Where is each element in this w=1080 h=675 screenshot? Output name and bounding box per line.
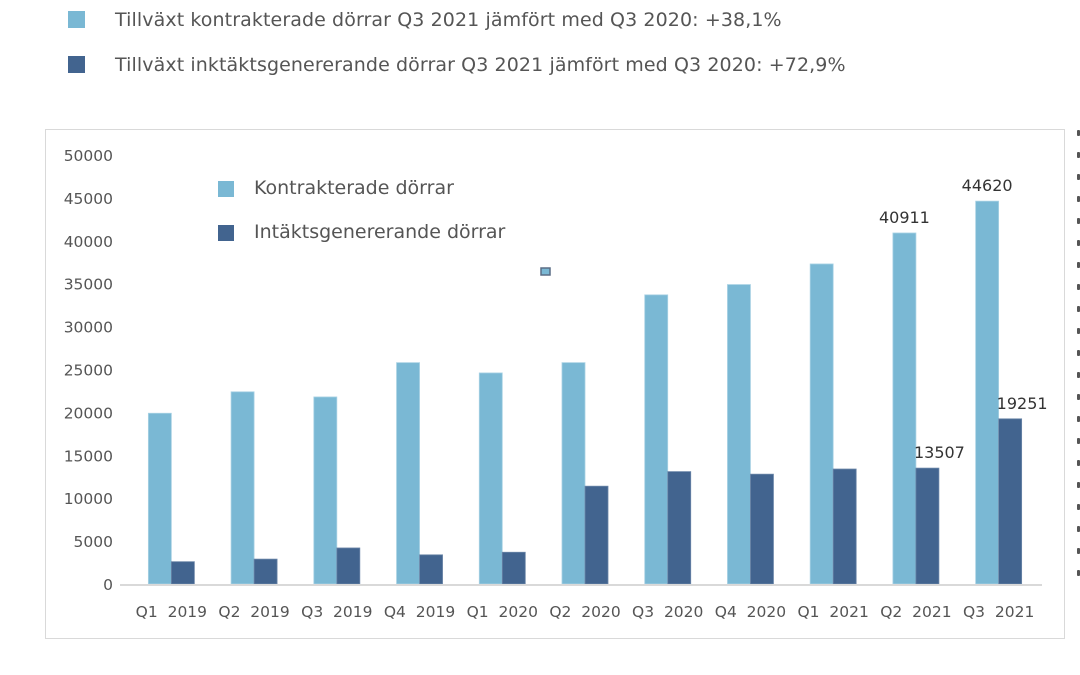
x-axis: Q1 2019 Q2 2019 Q3 2019 Q4 2019 Q1 2020 Q2 20…	[136, 603, 1035, 621]
cropped-side-text	[1075, 130, 1080, 610]
legend-swatch-contracted	[68, 11, 85, 28]
x-tick-label: Q2 2020	[549, 603, 620, 621]
x-tick-label: Q3 2019	[301, 603, 372, 621]
y-tick-label: 30000	[64, 319, 113, 337]
bar-intaktsgenererande	[584, 485, 609, 585]
x-tick-label: Q4 2020	[715, 603, 786, 621]
bar-intaktsgenererande	[915, 467, 940, 585]
bar-kontrakterade	[561, 362, 586, 585]
data-label: 13507	[914, 443, 965, 462]
chart-handle-icon[interactable]	[540, 267, 551, 276]
bar-kontrakterade	[478, 372, 503, 585]
data-label: 40911	[879, 208, 930, 227]
bar-intaktsgenererande	[667, 471, 692, 585]
x-tick-label: Q3 2021	[963, 603, 1034, 621]
y-tick-label: 45000	[64, 190, 113, 208]
y-tick-label: 0	[103, 576, 113, 594]
y-tick-label: 10000	[64, 490, 113, 508]
y-tick-label: 40000	[64, 233, 113, 251]
growth-revenue-label: Tillväxt inktäktsgenererande dörrar Q3 2…	[115, 54, 846, 76]
chart-legend: Kontrakterade dörrar Intäktsgenererande d…	[218, 177, 506, 243]
y-tick-label: 35000	[64, 276, 113, 294]
bar-intaktsgenererande	[170, 561, 195, 585]
x-tick-label: Q2 2019	[218, 603, 289, 621]
bar-intaktsgenererande	[998, 418, 1023, 585]
y-tick-label: 25000	[64, 362, 113, 380]
bar-kontrakterade	[644, 294, 669, 585]
legend-swatch	[218, 181, 234, 197]
bars	[147, 200, 1023, 585]
bar-intaktsgenererande	[501, 551, 526, 585]
x-tick-label: Q1 2019	[136, 603, 207, 621]
bar-intaktsgenererande	[253, 558, 278, 585]
legend-swatch	[218, 225, 234, 241]
bar-intaktsgenererande	[336, 547, 361, 585]
bar-intaktsgenererande	[832, 468, 857, 585]
bar-kontrakterade	[727, 284, 751, 585]
growth-contracted-label: Tillväxt kontrakterade dörrar Q3 2021 jä…	[115, 9, 782, 31]
y-tick-label: 50000	[64, 147, 113, 165]
bar-kontrakterade	[809, 263, 834, 585]
data-label: 44620	[962, 176, 1013, 195]
bar-kontrakterade	[230, 391, 255, 585]
y-tick-label: 5000	[74, 533, 113, 551]
growth-contracted-doors: Tillväxt kontrakterade dörrar Q3 2021 jä…	[68, 9, 782, 31]
bar-intaktsgenererande	[419, 554, 443, 585]
legend-label: Kontrakterade dörrar	[254, 177, 454, 199]
legend-label: Intäktsgenererande dörrar	[254, 221, 506, 243]
growth-revenue-doors: Tillväxt inktäktsgenererande dörrar Q3 2…	[68, 54, 846, 76]
legend-swatch-revenue	[68, 56, 85, 73]
x-tick-label: Q4 2019	[384, 603, 455, 621]
x-tick-label: Q2 2021	[880, 603, 951, 621]
bar-kontrakterade	[147, 412, 172, 585]
y-tick-label: 15000	[64, 447, 113, 465]
data-labels: 40911 13507 44620 19251	[879, 176, 1048, 462]
y-axis: 0 5000 10000 15000 20000 25000 30000 35000 40000…	[64, 147, 113, 594]
chart-frame	[45, 129, 1065, 639]
bar-kontrakterade	[975, 200, 1000, 585]
bar-kontrakterade	[892, 232, 917, 585]
bar-kontrakterade	[396, 362, 420, 585]
x-tick-label: Q1 2021	[797, 603, 868, 621]
y-tick-label: 20000	[64, 404, 113, 422]
data-label: 19251	[997, 394, 1048, 413]
x-tick-label: Q3 2020	[632, 603, 703, 621]
x-tick-label: Q1 2020	[467, 603, 538, 621]
bar-intaktsgenererande	[750, 473, 774, 585]
bar-kontrakterade	[313, 396, 338, 585]
